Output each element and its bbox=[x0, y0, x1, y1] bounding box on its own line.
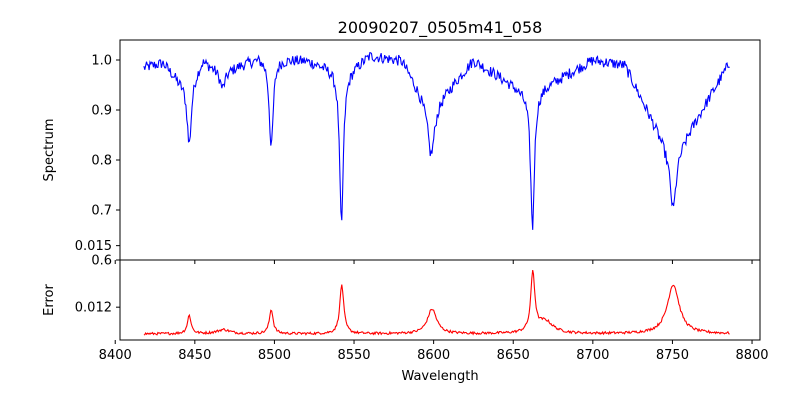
spectrum-y-ticks: 0.6 0.7 0.8 0.9 1.0 bbox=[91, 54, 120, 269]
error-x-tick-label: 8750 bbox=[656, 348, 689, 363]
spectrum-y-tick-label: 0.8 bbox=[91, 154, 112, 169]
error-x-tick-label: 8450 bbox=[178, 348, 211, 363]
spectrum-y-label: Spectrum bbox=[42, 119, 57, 182]
spectrum-y-tick-label: 0.7 bbox=[91, 204, 112, 219]
error-x-tick-label: 8600 bbox=[417, 348, 450, 363]
spectrum-x-ticks bbox=[114, 260, 753, 264]
error-x-tick-label: 8700 bbox=[576, 348, 609, 363]
error-x-ticks: 8400 8450 8500 8550 8600 8650 8700 8750 8800 bbox=[99, 340, 769, 363]
error-x-tick-label: 8500 bbox=[258, 348, 291, 363]
error-x-label: Wavelength bbox=[401, 369, 478, 384]
error-x-tick-label: 8650 bbox=[497, 348, 530, 363]
error-y-ticks: 0.012 0.015 bbox=[75, 239, 120, 316]
error-y-label: Error bbox=[42, 284, 57, 316]
spectrum-y-tick-label: 1.0 bbox=[91, 54, 112, 69]
spectrum-series-line bbox=[143, 52, 730, 230]
spectrum-y-tick-label: 0.6 bbox=[91, 254, 112, 269]
error-series-line bbox=[143, 269, 730, 336]
error-y-tick-label: 0.012 bbox=[75, 301, 112, 316]
chart-title: 20090207_0505m41_058 bbox=[338, 18, 543, 38]
error-x-tick-label: 8800 bbox=[735, 348, 768, 363]
error-y-tick-label: 0.015 bbox=[75, 239, 112, 254]
spectrum-panel: 0.6 0.7 0.8 0.9 1.0 Spectrum bbox=[42, 39, 761, 269]
error-x-tick-label: 8550 bbox=[337, 348, 370, 363]
error-x-tick-label: 8400 bbox=[99, 348, 132, 363]
spectrum-y-tick-label: 0.9 bbox=[91, 104, 112, 119]
error-plot-frame bbox=[119, 259, 761, 341]
